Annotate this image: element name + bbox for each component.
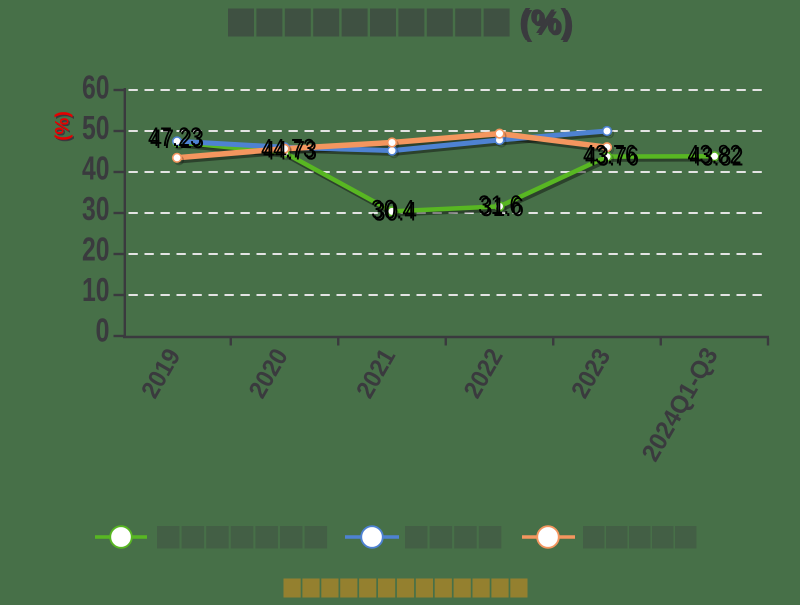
svg-text:40: 40 xyxy=(82,150,110,187)
svg-text:2023: 2023 xyxy=(566,344,616,403)
svg-text:10: 10 xyxy=(82,271,110,308)
svg-text:47.23: 47.23 xyxy=(148,122,202,152)
svg-text:47.23: 47.23 xyxy=(150,124,204,154)
svg-text:44.73: 44.73 xyxy=(263,136,317,166)
svg-text:0: 0 xyxy=(96,312,110,349)
svg-text:(%): (%) xyxy=(521,5,574,43)
svg-text:43.82: 43.82 xyxy=(688,140,742,170)
svg-text:43.76: 43.76 xyxy=(583,140,637,170)
svg-text:30.4: 30.4 xyxy=(371,195,415,225)
svg-text:(%): (%) xyxy=(53,111,74,141)
svg-text:2022: 2022 xyxy=(458,344,508,403)
svg-text:31.6: 31.6 xyxy=(478,190,522,220)
svg-text:2019: 2019 xyxy=(136,344,186,403)
svg-text:44.73: 44.73 xyxy=(261,134,315,164)
svg-text:50: 50 xyxy=(82,109,110,146)
svg-text:31.6: 31.6 xyxy=(480,192,524,222)
svg-text:30: 30 xyxy=(82,190,110,227)
svg-text:43.82: 43.82 xyxy=(690,142,744,172)
svg-text:(%): (%) xyxy=(519,3,572,41)
svg-text:2024Q1-Q3: 2024Q1-Q3 xyxy=(636,343,723,466)
svg-text:2020: 2020 xyxy=(243,344,293,403)
svg-text:20: 20 xyxy=(82,231,110,268)
svg-text:60: 60 xyxy=(82,69,110,106)
svg-text:(%): (%) xyxy=(54,113,75,143)
svg-text:43.76: 43.76 xyxy=(585,142,639,172)
svg-text:30.4: 30.4 xyxy=(373,197,417,227)
svg-text:2021: 2021 xyxy=(351,344,401,403)
